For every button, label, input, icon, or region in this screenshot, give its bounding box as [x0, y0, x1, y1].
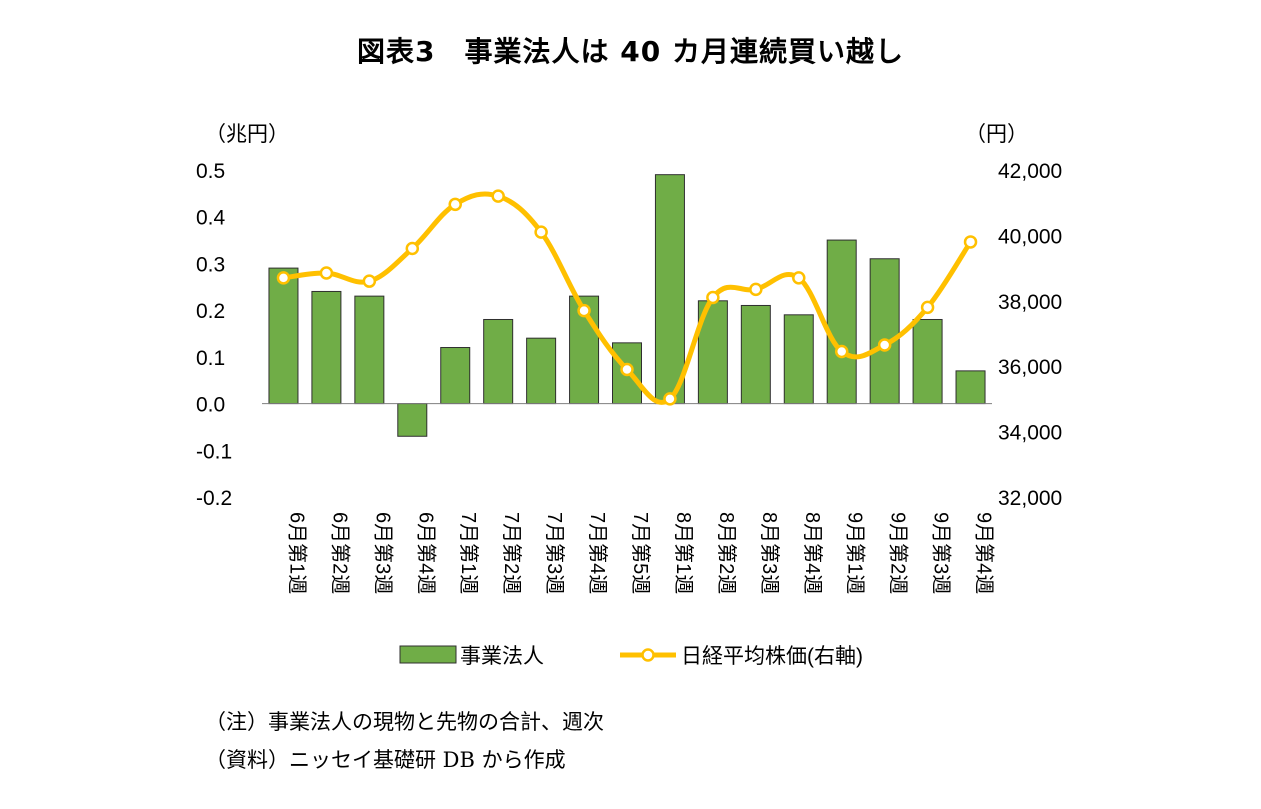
left-tick-label: 0.3: [196, 253, 225, 276]
footnote-note: （注）事業法人の現物と先物の合計、週次: [205, 710, 604, 734]
nikkei-point-10: [663, 392, 677, 406]
bar-2: [311, 290, 342, 405]
category-label: 8月第2週: [715, 512, 738, 594]
category-label: 6月第3週: [371, 512, 394, 594]
legend-bar-swatch: [399, 645, 457, 664]
category-label: 6月第2週: [328, 512, 351, 594]
right-tick-label: 34,000: [998, 422, 1062, 445]
chart-plot: （兆円） （円） 0.5 0.4 0.3 0.2 0.1 0.0 -0.1 -0.2 42,0…: [196, 123, 1062, 668]
category-label: 9月第3週: [930, 512, 953, 594]
nikkei-point-3: [362, 274, 377, 288]
left-tick-label: 0.5: [196, 160, 225, 183]
nikkei-point-11: [706, 290, 720, 305]
bar-12: [740, 304, 771, 405]
legend-line-label: 日経平均株価(右軸): [681, 645, 863, 668]
left-tick-label: -0.1: [196, 440, 232, 463]
category-label: 6月第1週: [285, 512, 308, 594]
nikkei-point-7: [534, 225, 548, 239]
nikkei-point-14: [834, 344, 849, 359]
nikkei-point-6: [491, 189, 505, 203]
legend-bar-label: 事業法人: [460, 645, 544, 668]
bar-4: [397, 403, 428, 437]
bar-15: [869, 258, 900, 405]
nikkei-point-17: [963, 235, 978, 249]
bar-3: [354, 295, 385, 405]
category-label: 9月第1週: [844, 512, 867, 594]
left-axis-unit: （兆円）: [205, 123, 289, 146]
right-axis-unit: （円）: [965, 123, 1028, 146]
right-tick-label: 42,000: [998, 160, 1062, 183]
category-label: 7月第5週: [629, 512, 652, 594]
nikkei-point-9: [620, 362, 634, 377]
right-tick-label: 32,000: [998, 487, 1062, 510]
bar-1: [268, 267, 299, 405]
left-tick-label: 0.0: [196, 394, 225, 417]
right-tick-label: 38,000: [998, 291, 1062, 314]
bar-17: [955, 370, 986, 405]
right-tick-label: 36,000: [998, 356, 1062, 379]
bar-7: [526, 337, 557, 405]
category-label: 7月第1週: [457, 512, 480, 594]
category-label: 6月第4週: [414, 512, 437, 594]
nikkei-point-12: [749, 282, 763, 297]
nikkei-point-1: [276, 271, 291, 285]
bar-16: [912, 318, 943, 405]
right-tick-label: 40,000: [998, 225, 1062, 248]
left-tick-label: 0.1: [196, 347, 225, 370]
legend-line-marker: [641, 648, 655, 662]
category-label: 8月第3週: [758, 512, 781, 594]
footnote-source: （資料）ニッセイ基礎研 DB から作成: [205, 748, 566, 772]
category-label: 7月第4週: [586, 512, 609, 594]
bar-5: [440, 347, 471, 405]
bar-13: [783, 314, 814, 405]
nikkei-point-13: [792, 271, 806, 285]
nikkei-point-15: [877, 338, 892, 352]
left-tick-label: -0.2: [196, 487, 232, 510]
chart-title: 図表3 事業法人は 40 カ月連続買い越し: [357, 35, 904, 68]
category-label: 9月第4週: [973, 512, 996, 594]
category-label: 8月第1週: [672, 512, 695, 594]
left-tick-label: 0.2: [196, 300, 225, 323]
bar-14: [826, 239, 857, 405]
category-label: 9月第2週: [887, 512, 910, 594]
category-label: 8月第4週: [801, 512, 824, 594]
bar-6: [483, 318, 514, 405]
left-tick-label: 0.4: [196, 207, 226, 230]
nikkei-point-4: [405, 241, 420, 256]
nikkei-point-2: [319, 266, 334, 280]
bar-10: [654, 174, 685, 405]
nikkei-point-5: [448, 197, 462, 212]
category-label: 7月第3週: [543, 512, 566, 594]
nikkei-point-16: [920, 300, 935, 315]
category-label: 7月第2週: [500, 512, 523, 594]
nikkei-point-8: [577, 303, 591, 318]
